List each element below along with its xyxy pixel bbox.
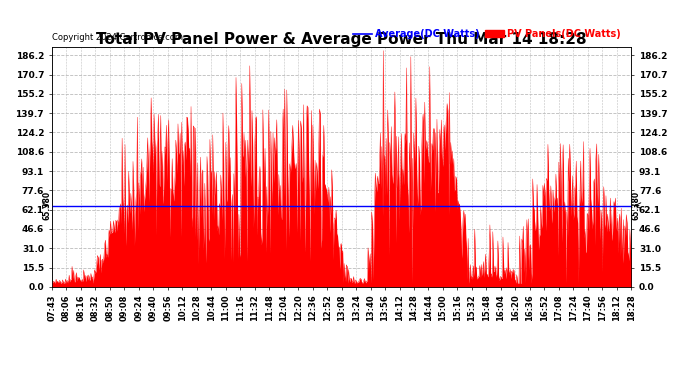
Text: 65.380: 65.380 <box>42 191 51 220</box>
Title: Total PV Panel Power & Average Power Thu Mar 14 18:28: Total PV Panel Power & Average Power Thu… <box>96 32 587 47</box>
Text: 65.380: 65.380 <box>632 191 641 220</box>
Text: Copyright 2024 Cartronics.com: Copyright 2024 Cartronics.com <box>52 33 183 42</box>
Legend: Average(DC Watts), PV Panels(DC Watts): Average(DC Watts), PV Panels(DC Watts) <box>353 29 621 39</box>
